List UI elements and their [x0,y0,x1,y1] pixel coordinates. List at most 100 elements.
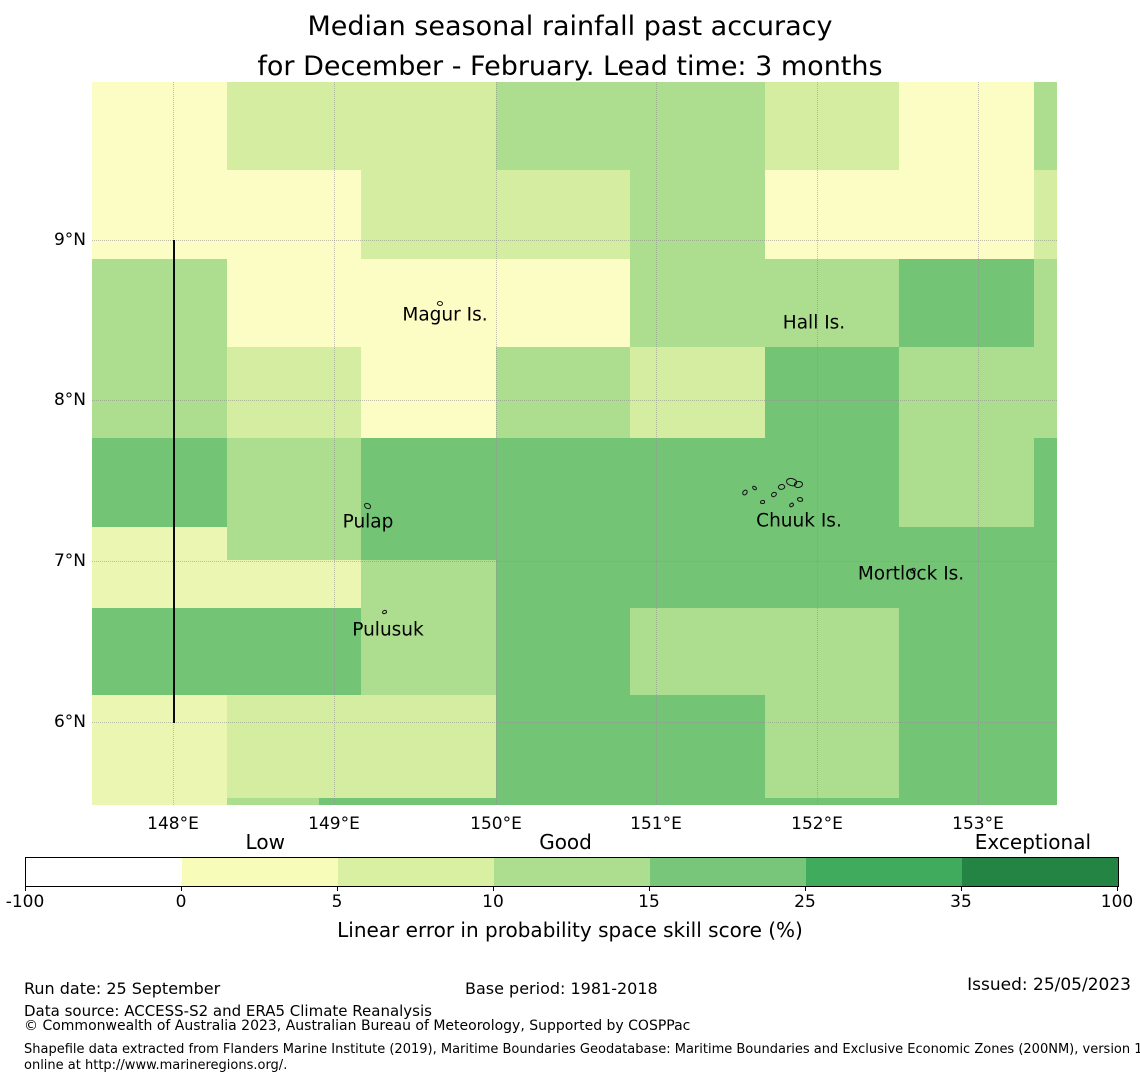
colorbar-segment [650,858,806,886]
grid-line-h [92,561,1057,562]
colorbar-tick-label: 25 [794,892,816,912]
colorbar-tick-label: -100 [5,892,45,912]
map-cell [496,347,630,438]
grid-line-v [496,82,497,805]
island-glyph [759,499,766,505]
colorbar-tick [961,887,962,891]
colorbar-segment [338,858,494,886]
shapefile-credit-line2: online at http://www.marineregions.org/. [24,1058,288,1073]
map-cell [361,82,496,170]
grid-line-v [817,82,818,805]
map-cell [765,259,899,347]
colorbar-category-label: Exceptional [974,830,1092,854]
map-cell [765,438,899,527]
map-cell [92,82,227,170]
x-tick-label: 151°E [630,814,682,834]
map-cell [1034,170,1057,259]
issued-date-text: Issued: 25/05/2023 [967,975,1131,995]
map-cell [765,82,899,170]
map-cell [496,438,630,527]
colorbar-segment [962,858,1118,886]
x-tick-label: 153°E [952,814,1004,834]
place-label: Hall Is. [782,312,846,334]
map-cell [496,527,630,608]
map-cell [630,695,765,783]
colorbar-tick-label: 10 [482,892,504,912]
map-cell [92,438,227,527]
page-title-line1: Median seasonal rainfall past accuracy [307,11,833,42]
map-cell [92,259,227,347]
map-cell [227,259,361,347]
map-cell [765,527,899,608]
grid-line-v [334,82,335,805]
map-cell [227,527,361,560]
map-cell [496,608,630,695]
map-cell [92,608,227,695]
map-cell [361,527,496,560]
x-tick-label: 148°E [147,814,199,834]
place-label: Chuuk Is. [756,510,842,532]
place-label: Pulap [342,511,394,533]
map-cell [630,82,765,170]
colorbar-tick [805,887,806,891]
colorbar-tick [493,887,494,891]
grid-line-h [92,722,1057,723]
map-cell [92,783,227,805]
map-cell [899,608,1034,695]
x-tick-label: 150°E [470,814,522,834]
map-cell [496,82,630,170]
map-cell [1034,695,1057,783]
place-label: Mortlock Is. [857,563,965,585]
colorbar-tick [649,887,650,891]
map-cell [899,259,1034,347]
map-cell [227,798,319,805]
map-cell [630,438,765,527]
grid-line-h [92,240,1057,241]
colorbar-segment [494,858,650,886]
data-source-text: Data source: ACCESS-S2 and ERA5 Climate … [24,1002,432,1020]
colorbar-segment [182,858,338,886]
colorbar-tick [25,887,26,891]
map-cell [496,170,630,259]
colorbar-tick-label: 0 [175,892,187,912]
colorbar-tick-label: 35 [950,892,972,912]
map-cell [227,347,361,438]
map-cell [227,608,361,695]
map-cell [630,527,765,608]
colorbar-category-label: Good [539,830,592,854]
colorbar-tick-label: 5 [331,892,343,912]
map-cell [1034,259,1057,347]
map-cell [765,170,899,259]
map-cell [1034,527,1057,608]
colorbar-category-label: Low [245,830,285,854]
map-cell [496,259,630,347]
map-cell [227,695,361,783]
map-cell [227,82,361,170]
colorbar-tick-label: 15 [638,892,660,912]
map-cell [319,798,1057,805]
colorbar-caption: Linear error in probability space skill … [337,918,803,942]
map-cell [899,527,1034,608]
map-cell [1034,438,1057,527]
colorbar [25,857,1119,887]
map-cell [899,170,1034,259]
map-cell [630,347,765,438]
grid-line-h [92,400,1057,401]
map-cell [899,82,1034,170]
grid-line-v [656,82,657,805]
map-cell [92,347,227,438]
page-title-line2: for December - February. Lead time: 3 mo… [257,51,883,82]
y-tick-label: 8°N [53,390,86,410]
map-cell [92,527,227,608]
x-tick-label: 149°E [308,814,360,834]
grid-line-v [978,82,979,805]
map-cell [361,259,496,347]
map-cell [630,259,765,347]
map-cell [1034,82,1057,170]
map-cell [361,347,496,438]
map-cell [630,608,765,695]
base-period-text: Base period: 1981-2018 [465,979,658,998]
map-cell [227,170,361,259]
map-cell [899,347,1034,438]
